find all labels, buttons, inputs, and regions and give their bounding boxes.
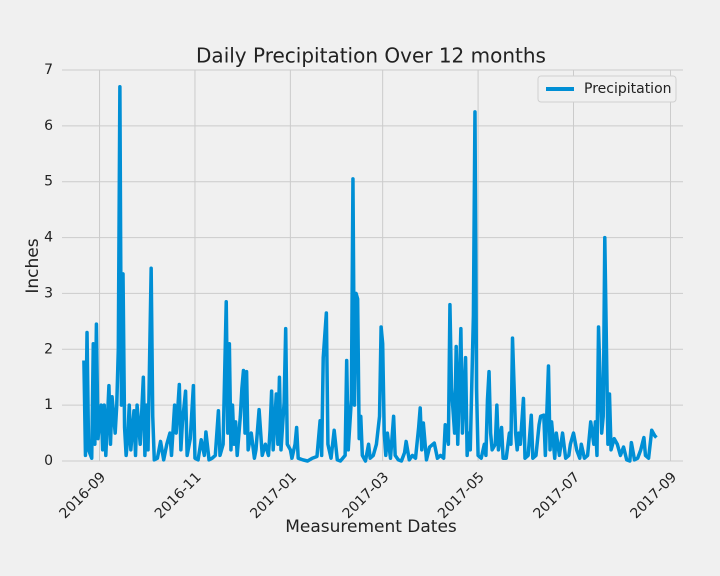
x-tick-label: 2017-05 (435, 469, 488, 522)
y-tick-label: 6 (44, 118, 53, 134)
x-tick-label: 2017-01 (247, 469, 300, 522)
line-series (82, 85, 658, 463)
y-tick-label: 2 (44, 341, 53, 357)
x-tick-label: 2016-09 (57, 469, 110, 522)
y-tick-label: 5 (44, 174, 53, 190)
y-tick-label: 0 (44, 453, 53, 469)
y-tick-label: 4 (44, 230, 53, 246)
y-tick-label: 7 (44, 62, 53, 78)
legend-box (537, 75, 677, 103)
y-tick-label: 1 (44, 397, 53, 413)
y-tick-label: 3 (44, 285, 53, 301)
y-axis-label: Inches (23, 238, 43, 293)
x-tick-label: 2016-11 (152, 469, 205, 522)
x-tick-label: 2017-03 (340, 469, 393, 522)
x-axis-label: Measurement Dates (285, 517, 457, 537)
legend-label: Precipitation (584, 81, 672, 97)
legend: Precipitation (537, 75, 677, 103)
chart-title: Daily Precipitation Over 12 months (196, 44, 546, 68)
x-tick-label: 2017-07 (530, 469, 583, 522)
x-tick-label: 2017-09 (627, 469, 680, 522)
